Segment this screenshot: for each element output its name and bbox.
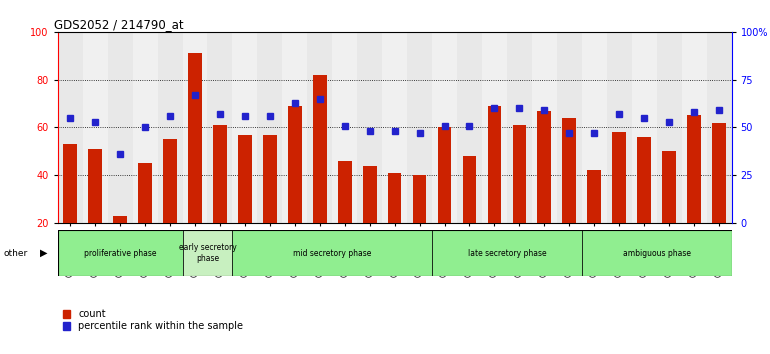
Bar (139, 163, 152, 223)
Bar (338, 161, 352, 223)
Bar (332, 32, 357, 223)
Bar (163, 139, 177, 223)
Bar (432, 32, 457, 223)
Bar (113, 216, 127, 223)
FancyBboxPatch shape (58, 230, 182, 276)
Bar (662, 152, 676, 223)
Bar (588, 171, 601, 223)
Text: other: other (4, 249, 28, 258)
Bar (638, 137, 651, 223)
Bar (132, 32, 158, 223)
Bar (58, 32, 82, 223)
Bar (712, 123, 726, 223)
Text: mid secretory phase: mid secretory phase (293, 249, 371, 258)
Bar (413, 175, 427, 223)
Bar (363, 166, 377, 223)
Bar (607, 32, 631, 223)
Bar (188, 53, 202, 223)
Bar (631, 32, 657, 223)
Bar (532, 32, 557, 223)
Bar (687, 115, 701, 223)
Bar (63, 144, 77, 223)
Text: GDS2052 / 214790_at: GDS2052 / 214790_at (55, 18, 184, 31)
Legend: count, percentile rank within the sample: count, percentile rank within the sample (62, 309, 243, 331)
Text: late secretory phase: late secretory phase (467, 249, 546, 258)
Bar (388, 173, 401, 223)
Text: proliferative phase: proliferative phase (84, 249, 156, 258)
Bar (707, 32, 732, 223)
Bar (557, 32, 582, 223)
FancyBboxPatch shape (582, 230, 732, 276)
Text: ambiguous phase: ambiguous phase (623, 249, 691, 258)
Bar (108, 32, 132, 223)
FancyBboxPatch shape (182, 230, 233, 276)
Bar (313, 75, 326, 223)
Bar (513, 125, 526, 223)
Bar (182, 32, 207, 223)
Text: early secretory
phase: early secretory phase (179, 244, 236, 263)
Bar (213, 125, 227, 223)
Bar (382, 32, 407, 223)
Bar (263, 135, 276, 223)
Bar (437, 127, 451, 223)
Bar (233, 32, 257, 223)
Bar (257, 32, 283, 223)
Bar (537, 111, 551, 223)
Bar (487, 106, 501, 223)
Bar (307, 32, 332, 223)
Bar (582, 32, 607, 223)
Bar (207, 32, 233, 223)
Bar (681, 32, 707, 223)
Text: ▶: ▶ (40, 248, 48, 258)
Bar (457, 32, 482, 223)
Bar (407, 32, 432, 223)
Bar (507, 32, 532, 223)
Bar (158, 32, 182, 223)
Bar (283, 32, 307, 223)
Bar (612, 132, 626, 223)
FancyBboxPatch shape (233, 230, 432, 276)
Bar (82, 32, 108, 223)
Bar (288, 106, 302, 223)
Bar (89, 149, 102, 223)
Bar (238, 135, 252, 223)
FancyBboxPatch shape (432, 230, 582, 276)
Bar (463, 156, 477, 223)
Bar (357, 32, 382, 223)
Bar (657, 32, 681, 223)
Bar (562, 118, 576, 223)
Bar (482, 32, 507, 223)
